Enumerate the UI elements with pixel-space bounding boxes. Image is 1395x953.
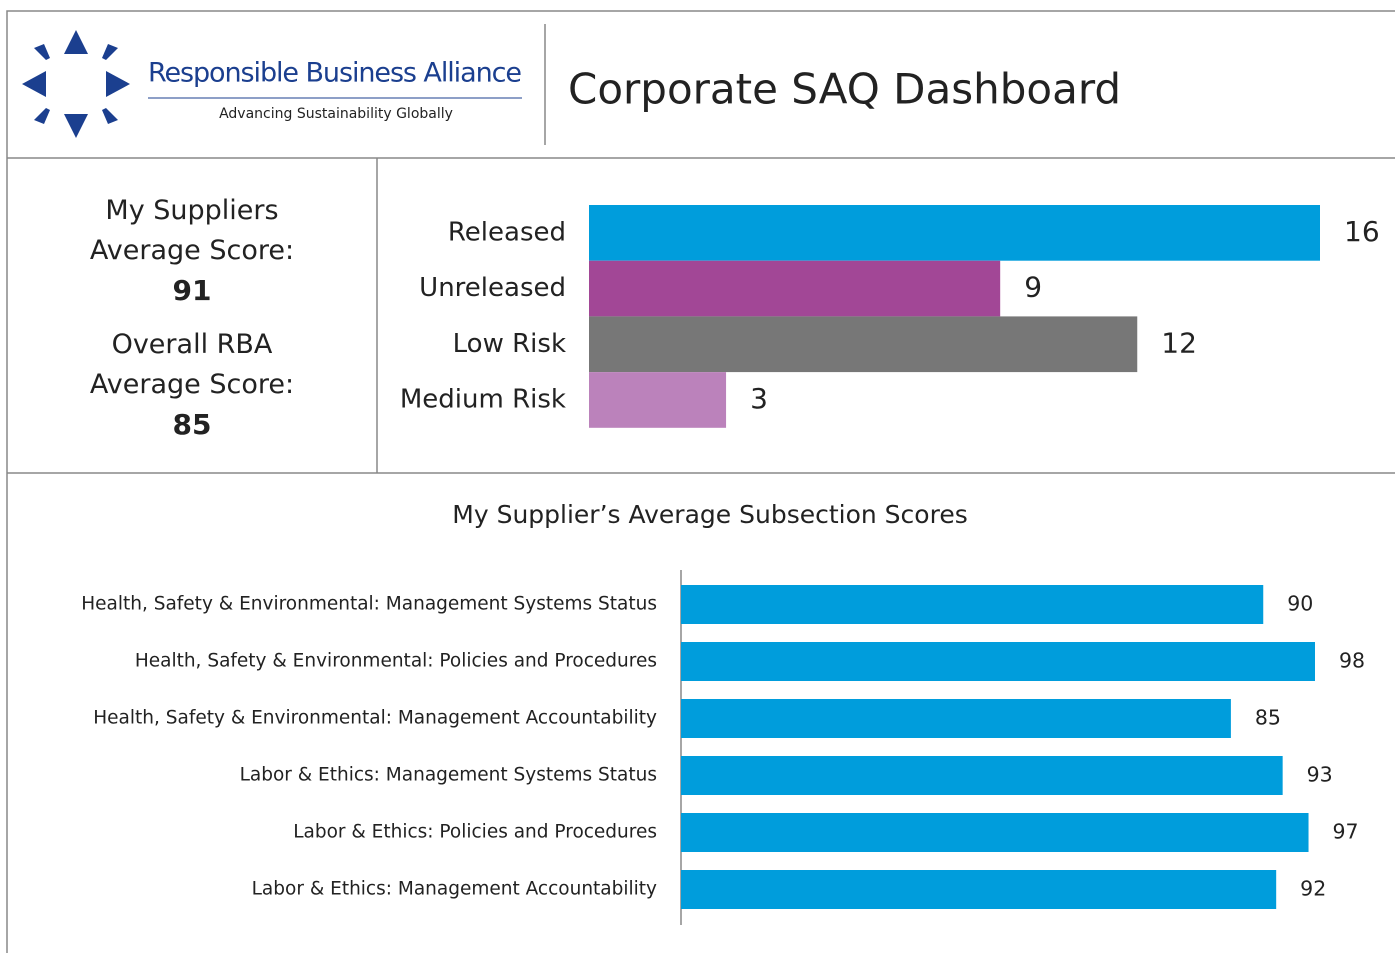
category-label: Health, Safety & Environmental: Policies… [135,651,657,672]
category-label: Labor & Ethics: Policies and Procedures [293,822,657,843]
score-value: 85 [172,408,212,441]
category-label: Labor & Ethics: Management Accountabilit… [252,879,657,900]
bar [589,260,1001,317]
score-block: My Suppliers Average Score: 91 [72,191,312,311]
category-label: Low Risk [453,329,566,359]
chart-title: My Supplier’s Average Subsection Scores [452,500,967,529]
category-label: Medium Risk [400,384,566,414]
bar [589,205,1320,261]
score-block: Overall RBA Average Score: 85 [72,325,312,445]
bar [681,699,1231,738]
value-label: 85 [1255,706,1281,730]
value-label: 97 [1333,820,1359,844]
bar [681,870,1277,909]
page-title: Corporate SAQ Dashboard [568,65,1121,114]
value-label: 9 [1024,271,1042,304]
logo-name: Responsible Business Alliance [148,58,522,89]
bar [589,372,727,428]
category-label: Labor & Ethics: Management Systems Statu… [240,765,657,786]
bar [681,642,1315,681]
category-label: Released [448,217,566,247]
bar [589,316,1138,373]
bar [681,813,1309,852]
value-label: 92 [1300,877,1326,901]
logo-tagline: Advancing Sustainability Globally [219,106,453,122]
value-label: 12 [1161,326,1197,359]
score-label: Overall RBA Average Score: [89,329,295,400]
value-label: 98 [1339,649,1365,673]
category-label: Health, Safety & Environmental: Manageme… [93,708,657,729]
score-value: 91 [172,274,212,307]
bar [681,585,1264,624]
logo-icon [22,30,130,138]
bar [681,756,1283,795]
value-label: 90 [1287,592,1313,616]
score-label: My Suppliers Average Score: [89,195,295,266]
category-label: Unreleased [419,273,566,303]
value-label: 16 [1344,215,1380,248]
category-label: Health, Safety & Environmental: Manageme… [81,594,657,615]
value-label: 3 [750,382,768,415]
frame [6,10,1395,953]
value-label: 93 [1307,763,1333,787]
